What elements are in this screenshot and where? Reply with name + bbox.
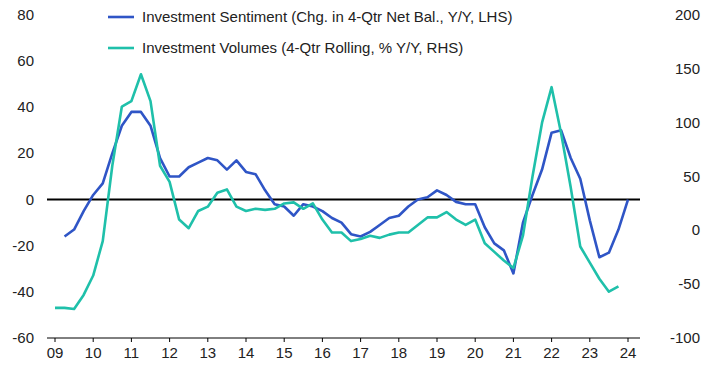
x-tick: [551, 338, 552, 342]
y2-tick: [628, 68, 632, 69]
x-tick: [513, 338, 514, 342]
x-tick: [169, 338, 170, 342]
x-axis: [47, 338, 640, 339]
x-tick-label: 12: [161, 344, 178, 361]
x-tick-label: 14: [238, 344, 255, 361]
x-tick: [437, 338, 438, 342]
x-tick-label: 11: [124, 344, 140, 361]
y-tick-label: 80: [17, 6, 34, 23]
y2-tick: [628, 284, 632, 285]
y2-tick: [628, 176, 632, 177]
y2-tick: [628, 230, 632, 231]
x-tick-label: 24: [620, 344, 637, 361]
x-tick: [93, 338, 94, 342]
x-tick-label: 15: [276, 344, 293, 361]
y-tick: [51, 61, 55, 62]
y-tick: [51, 15, 55, 16]
x-tick-label: 19: [429, 344, 446, 361]
x-tick: [55, 338, 56, 342]
y2-tick: [628, 122, 632, 123]
x-tick-label: 20: [467, 344, 484, 361]
legend-swatch: [108, 47, 134, 50]
x-tick-label: 23: [581, 344, 598, 361]
series-line: [55, 74, 618, 309]
x-tick: [589, 338, 590, 342]
y-tick: [51, 153, 55, 154]
zero-line: [47, 199, 640, 201]
x-tick: [322, 338, 323, 342]
y2-tick-label: 200: [675, 6, 700, 23]
chart: -60 -40 -20 0 20 40 60 80 -100 -50 0 50 100 150 200 09 1…: [0, 0, 705, 389]
y2-tick: [628, 15, 632, 16]
x-tick: [360, 338, 361, 342]
y-tick-label: -20: [12, 237, 34, 254]
y-tick-label: -40: [12, 283, 34, 300]
x-tick-label: 17: [352, 344, 369, 361]
y-tick-label: -60: [12, 329, 34, 346]
x-tick-label: 09: [47, 344, 64, 361]
x-tick: [628, 338, 629, 342]
y2-tick-label: 50: [683, 168, 700, 185]
y2-tick-label: -100: [670, 329, 700, 346]
y-tick: [51, 245, 55, 246]
y-tick: [51, 291, 55, 292]
y-tick-label: 20: [17, 144, 34, 161]
x-tick: [475, 338, 476, 342]
x-tick-label: 22: [543, 344, 560, 361]
y2-tick-label: 100: [675, 114, 700, 131]
x-tick: [207, 338, 208, 342]
legend-label: Investment Volumes (4-Qtr Rolling, % Y/Y…: [142, 39, 463, 56]
y-tick-label: 0: [26, 191, 34, 208]
y-tick-label: 60: [17, 52, 34, 69]
x-tick-label: 18: [390, 344, 407, 361]
x-tick: [246, 338, 247, 342]
x-tick-label: 10: [85, 344, 102, 361]
x-tick: [398, 338, 399, 342]
series-line: [65, 112, 628, 274]
y2-tick-label: 150: [675, 60, 700, 77]
x-tick: [284, 338, 285, 342]
y-tick-label: 40: [17, 98, 34, 115]
x-tick: [131, 338, 132, 342]
y2-tick-label: 0: [692, 221, 700, 238]
x-tick-label: 16: [314, 344, 331, 361]
plot-area: [55, 74, 628, 309]
legend-swatch: [108, 16, 134, 19]
x-tick-label: 13: [199, 344, 216, 361]
y-tick: [51, 107, 55, 108]
x-tick-label: 21: [505, 344, 522, 361]
legend-label: Investment Sentiment (Chg. in 4-Qtr Net …: [142, 8, 512, 25]
y2-tick-label: -50: [678, 275, 700, 292]
